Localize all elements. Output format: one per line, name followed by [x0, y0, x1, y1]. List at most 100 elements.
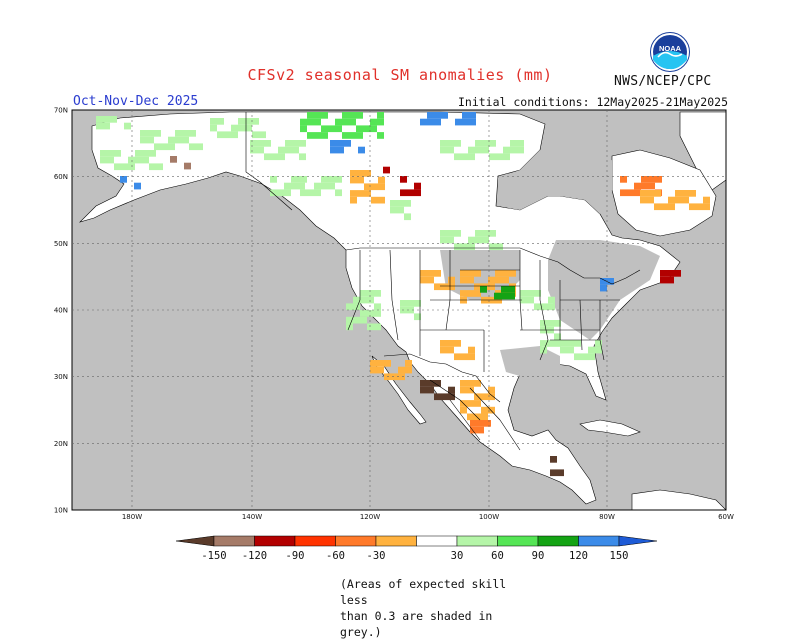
anomaly-cell	[510, 140, 517, 147]
anomaly-cell	[455, 118, 462, 126]
anomaly-cell	[654, 190, 661, 197]
anomaly-cell	[527, 290, 534, 297]
anomaly-cell	[567, 340, 574, 347]
anomaly-cell	[284, 189, 291, 197]
canada-us-border	[345, 247, 641, 285]
anomaly-cell	[508, 292, 515, 300]
anomaly-cell	[440, 236, 447, 244]
anomaly-cell	[238, 118, 245, 125]
anomaly-cell	[100, 156, 107, 164]
anomaly-cell	[655, 176, 662, 183]
anomaly-cell	[342, 112, 349, 119]
noaa-logo-text: NOAA	[659, 44, 682, 53]
anomaly-cell	[467, 413, 474, 421]
anomaly-cell	[374, 303, 381, 311]
anomaly-cell	[454, 230, 461, 237]
labrador	[611, 149, 717, 237]
anomaly-cell	[469, 118, 476, 126]
anomaly-cell	[447, 230, 454, 237]
anomaly-cell	[474, 400, 481, 407]
colorbar-label: -120	[242, 550, 267, 560]
anomaly-cell	[257, 140, 264, 147]
anomaly-cell	[482, 140, 489, 147]
lon-label: 100W	[479, 513, 499, 521]
anomaly-cell	[501, 292, 508, 300]
anomaly-cell	[337, 140, 344, 147]
anomaly-cell	[550, 469, 557, 477]
anomaly-cell	[495, 270, 502, 277]
anomaly-cell	[475, 236, 482, 244]
anomaly-cell	[634, 189, 641, 197]
political-borders	[245, 112, 641, 451]
anomaly-cell	[367, 323, 374, 331]
anomaly-cell	[548, 296, 555, 304]
anomaly-cell	[508, 286, 515, 293]
anomaly-cell	[364, 190, 371, 197]
anomaly-cell	[398, 366, 405, 374]
anomaly-cell	[548, 303, 555, 311]
anomaly-cell	[517, 140, 524, 147]
anomaly-cell	[370, 360, 377, 367]
anomaly-cell	[154, 130, 161, 137]
anomaly-cell	[291, 182, 298, 190]
anomaly-cell	[474, 270, 481, 277]
anomaly-cell	[407, 306, 414, 314]
anomaly-cell	[358, 146, 365, 154]
latitude-labels: 70N 60N 50N 40N 30N 20N 10N	[54, 107, 68, 515]
anomaly-cell	[330, 146, 337, 154]
anomaly-cell	[114, 150, 121, 157]
anomaly-cell	[509, 270, 516, 277]
anomaly-cell	[420, 276, 427, 284]
mexico-states	[429, 379, 521, 451]
anomaly-cell	[367, 296, 374, 304]
lat-label: 20N	[54, 440, 68, 448]
anomaly-cell	[383, 166, 390, 174]
anomaly-cell	[682, 190, 689, 197]
anomaly-cell	[328, 176, 335, 183]
anomaly-cell	[588, 353, 595, 361]
colorbar-segment	[213, 535, 255, 547]
anomaly-cell	[454, 353, 461, 361]
anomaly-cell	[689, 203, 696, 211]
anomaly-cell	[270, 189, 277, 197]
anomaly-cell	[554, 340, 561, 347]
anomaly-cell	[149, 150, 156, 157]
gridlines	[72, 110, 726, 510]
anomaly-cell	[540, 340, 547, 347]
anomaly-cell	[502, 270, 509, 277]
anomaly-cell	[189, 143, 196, 151]
lat-label: 10N	[54, 507, 68, 515]
anomaly-cell	[250, 140, 257, 147]
anomaly-cell	[360, 290, 367, 297]
colorbar-label: 120	[569, 550, 588, 560]
anomaly-cell	[321, 125, 328, 133]
anomaly-cell	[503, 146, 510, 154]
agency-label: NWS/NCEP/CPC	[614, 74, 712, 89]
anomaly-cell	[285, 146, 292, 154]
colorbar: -150 -120 -90 -60 -30 30 60 90 120 150	[175, 535, 658, 560]
anomaly-cell	[414, 182, 421, 190]
noaa-logo-icon: NOAA	[650, 32, 690, 72]
anomaly-cell	[496, 153, 503, 161]
anomaly-cell	[182, 130, 189, 137]
lat-label: 50N	[54, 240, 68, 248]
anomaly-cell	[502, 276, 509, 284]
anomaly-cell	[142, 156, 149, 164]
anomaly-cell	[107, 150, 114, 157]
anomaly-cell	[321, 176, 328, 183]
anomaly-cell	[210, 124, 217, 132]
anomaly-cell	[420, 118, 427, 126]
colorbar-segment	[416, 535, 458, 547]
anomaly-cell	[300, 189, 307, 197]
anomaly-cell	[660, 270, 667, 277]
anomaly-cell	[357, 176, 364, 184]
anomaly-cell	[360, 310, 367, 317]
anomaly-cell	[540, 320, 547, 327]
anomaly-cell	[175, 136, 182, 144]
anomaly-cell	[400, 176, 407, 183]
colorbar-segment	[537, 535, 579, 547]
lat-label: 40N	[54, 307, 68, 315]
anomaly-cell	[434, 380, 441, 387]
anomaly-cell	[447, 340, 454, 347]
us-states-west	[347, 249, 523, 372]
